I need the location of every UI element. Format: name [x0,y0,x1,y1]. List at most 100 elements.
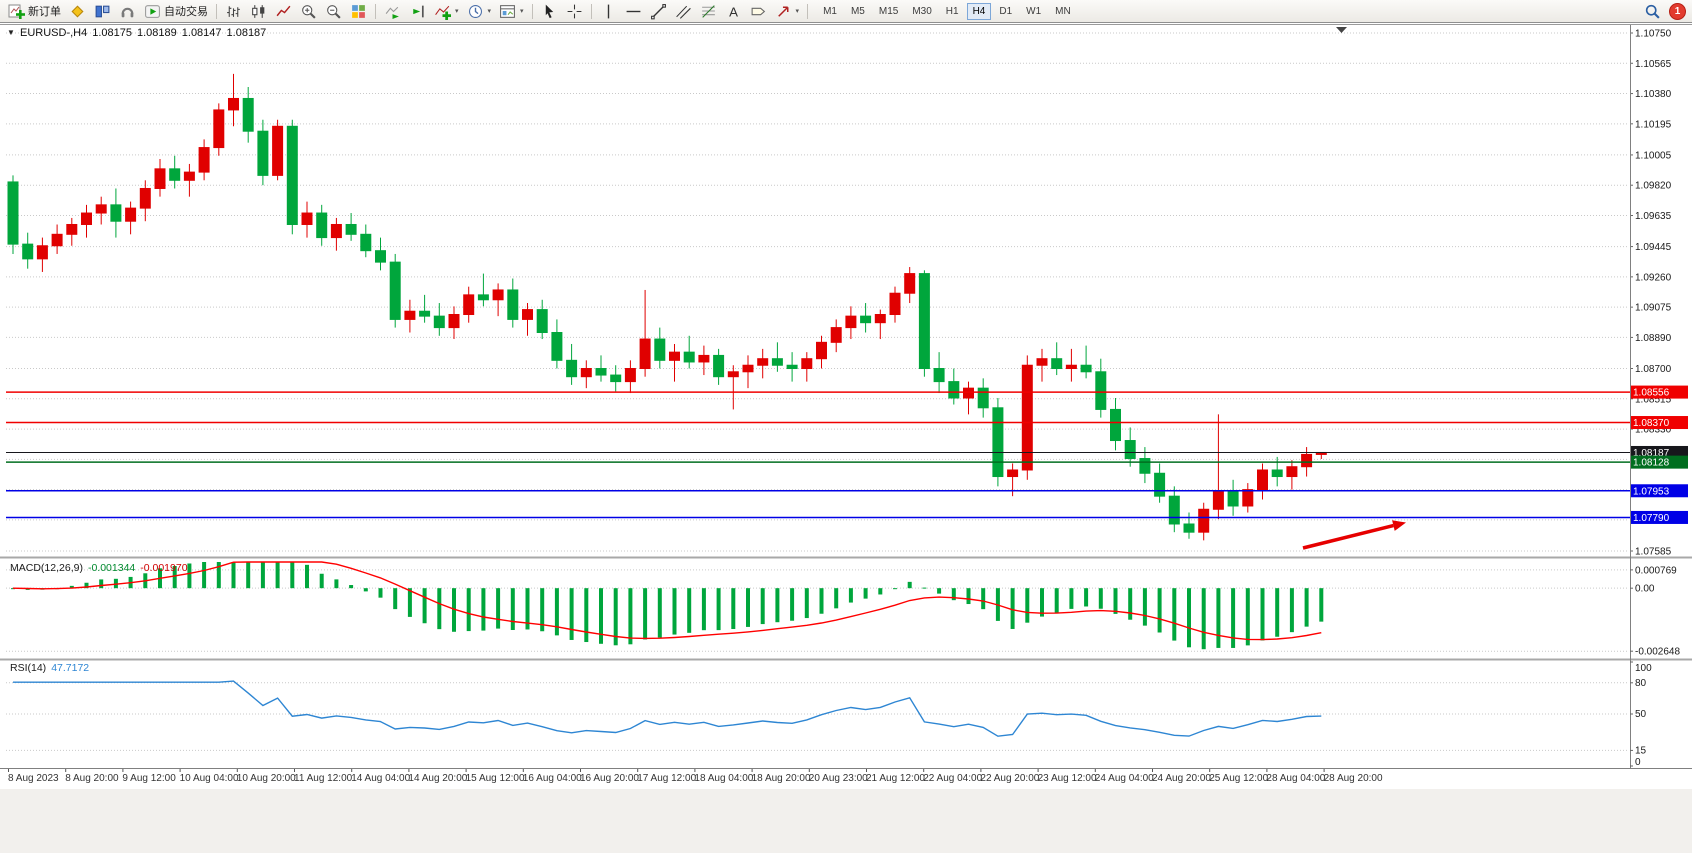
one-click-trading-toggle[interactable]: ▼ [7,28,15,37]
rsi-line [13,680,1322,737]
macd-axis-label: -0.002648 [1635,647,1680,658]
indicators-button[interactable]: ▾ [431,2,462,21]
time-axis-label: 23 Aug 12:00 [1038,773,1097,784]
auto-scroll-button[interactable] [381,2,404,21]
toolbar-separator [375,3,376,19]
timeframe-button-w1[interactable]: W1 [1020,3,1047,20]
price-axis-label: 1.08890 [1635,333,1672,344]
rsi-axis-label: 100 [1635,663,1652,674]
candle-body [1227,490,1239,507]
vertical-line-button[interactable] [597,2,620,21]
periods-button[interactable]: ▾ [464,2,495,21]
price-axis-label: 1.10380 [1635,89,1672,100]
time-axis-label: 10 Aug 04:00 [180,773,239,784]
candle-body [889,292,901,316]
cursor-button[interactable] [538,2,561,21]
candle-body [169,168,181,181]
channel-button[interactable] [672,2,695,21]
tile-windows-button[interactable] [347,2,370,21]
candle-body [624,368,636,383]
price-axis-label: 1.10005 [1635,150,1672,161]
dropdown-caret: ▾ [487,8,492,15]
timeframe-button-mn[interactable]: MN [1049,3,1077,20]
timeframe-button-h1[interactable]: H1 [940,3,965,20]
candle-body [698,354,710,363]
sounds-button[interactable] [116,2,139,21]
chart-shift-button[interactable] [406,2,429,21]
chart-shift-icon [413,5,424,17]
time-axis-label: 18 Aug 04:00 [694,773,753,784]
time-axis-label: 22 Aug 20:00 [980,773,1039,784]
time-axis-label: 22 Aug 04:00 [923,773,982,784]
candle-body [345,223,357,235]
rsi-axis-label: 50 [1635,709,1647,720]
templates-button[interactable]: ▾ [496,2,527,21]
candle-body [51,233,63,247]
arrows-button[interactable]: ▾ [772,2,803,21]
fibonacci-button[interactable] [697,2,720,21]
line-chart-button[interactable] [272,2,295,21]
market-depth-icon [95,5,110,17]
candle-body [1021,364,1033,471]
horizontal-line-button[interactable] [622,2,645,21]
svg-text:1.08128: 1.08128 [1633,458,1670,469]
svg-text:1.07953: 1.07953 [1633,486,1670,497]
macd-axis-label: 0.00 [1635,584,1655,595]
notification-badge[interactable]: 1 [1669,2,1686,20]
timeframe-button-m15[interactable]: M15 [873,3,904,20]
search-icon[interactable] [1644,3,1661,20]
metaeditor-button[interactable] [66,2,89,21]
text-label-icon [751,7,765,15]
toolbar-separator [590,3,592,19]
time-axis-label: 18 Aug 20:00 [752,773,811,784]
price-tag: 1.08556 [1630,385,1688,399]
label-button[interactable] [747,2,770,21]
zoom-out-button[interactable] [322,2,345,21]
candle-body [1242,489,1254,507]
metaeditor-icon [71,4,84,18]
timeframe-button-m5[interactable]: M5 [845,3,871,20]
bar-chart-button[interactable] [222,2,245,21]
timeframe-button-d1[interactable]: D1 [993,3,1018,20]
svg-text:A: A [729,4,738,19]
candle-body [213,109,225,149]
timeframe-button-m30[interactable]: M30 [906,3,937,20]
new-order-icon [8,4,25,19]
crosshair-button[interactable] [563,2,586,21]
price-axis-label: 1.07585 [1635,547,1672,558]
time-axis-label: 20 Aug 23:00 [809,773,868,784]
trendline-icon [650,3,666,19]
text-button[interactable]: A [722,2,745,21]
tile-windows-icon [352,4,365,18]
candle-body [639,338,651,370]
candle-body [1257,469,1268,491]
timeframe-button-h4[interactable]: H4 [966,2,992,20]
candle-body [316,212,328,239]
headphones-icon [121,7,134,17]
new-order-button[interactable]: 新订单 [5,2,64,21]
candlestick-chart-icon [252,4,265,18]
zoom-in-icon [302,4,316,19]
candle-body [801,358,813,370]
trendline-button[interactable] [647,2,670,21]
trend-arrow-object[interactable] [1302,520,1406,550]
candle-body [1080,364,1092,373]
price-axis-label: 1.10565 [1635,59,1672,70]
bottom-strip [0,789,1692,853]
zoom-in-button[interactable] [297,2,320,21]
candle-body [1271,469,1283,478]
bar-chart-icon [227,5,240,17]
macd-signal-line [12,561,1322,641]
candle-body [580,368,592,378]
candlestick-chart-button[interactable] [247,2,270,21]
timeframe-button-m1[interactable]: M1 [817,3,843,20]
market-depth-button[interactable] [91,2,114,21]
dropdown-caret: ▾ [520,8,524,15]
candle-body [786,364,798,370]
candle-body [389,261,401,320]
autotrading-button[interactable]: 自动交易 [141,2,211,21]
time-axis-label: 8 Aug 20:00 [65,773,119,784]
candle-body [727,371,739,378]
